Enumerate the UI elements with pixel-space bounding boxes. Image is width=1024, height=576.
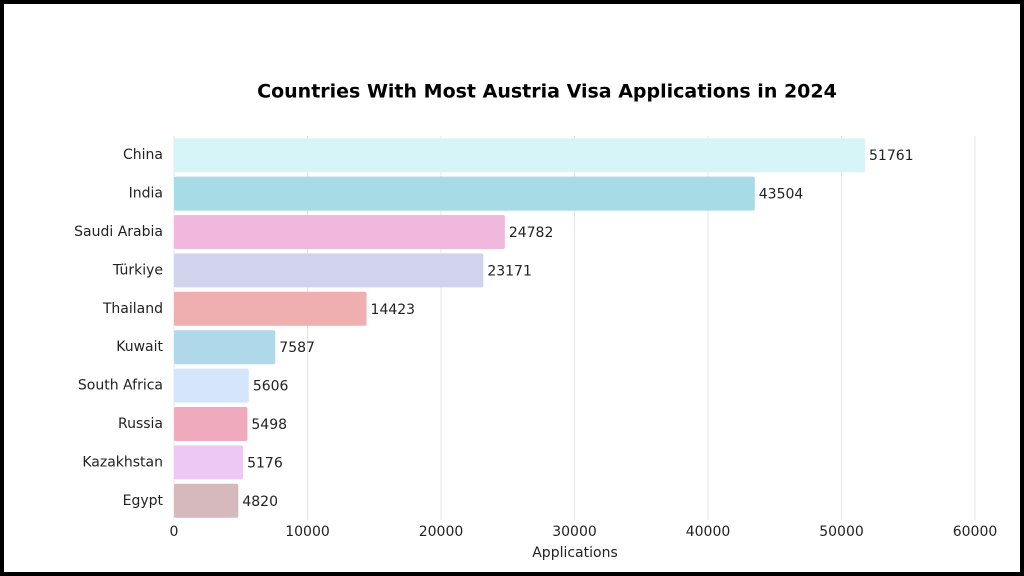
y-tick-label: India [129,186,163,202]
x-tick-label: 60000 [953,524,998,540]
bar [174,445,244,480]
value-label: 7587 [279,340,315,356]
x-tick-label: 10000 [285,524,330,540]
value-label: 51761 [869,148,914,164]
bar [174,368,249,403]
y-tick-label: Russia [118,416,163,432]
x-tick-label: 20000 [419,524,464,540]
value-label: 5498 [251,417,287,433]
y-tick-label: Kuwait [116,339,163,355]
x-axis-label: Applications [532,545,618,561]
y-tick-label: Thailand [102,301,163,317]
x-tick-label: 50000 [819,524,864,540]
value-label: 23171 [487,263,532,279]
y-tick-label: Kazakhstan [82,454,163,470]
bar [174,215,505,249]
y-tick-label: Türkiye [112,262,163,278]
bar [174,291,367,326]
bar [174,483,239,518]
y-tick-label: Egypt [123,493,164,509]
value-label: 14423 [371,302,416,318]
x-tick-label: 40000 [686,524,731,540]
x-tick-label: 0 [170,524,179,540]
value-label: 43504 [759,187,804,203]
value-label: 4820 [242,494,278,510]
value-label: 5606 [253,379,289,395]
bar [174,138,866,173]
value-label: 24782 [509,225,554,241]
y-tick-label: China [123,147,163,163]
y-tick-label: Saudi Arabia [74,224,163,240]
bar [174,407,248,441]
chart-title: Countries With Most Austria Visa Applica… [257,81,837,103]
bar [174,176,755,211]
bar [174,253,484,288]
y-tick-label: South Africa [78,378,163,394]
value-label: 5176 [247,455,283,471]
x-tick-label: 30000 [552,524,597,540]
bar [174,330,276,365]
